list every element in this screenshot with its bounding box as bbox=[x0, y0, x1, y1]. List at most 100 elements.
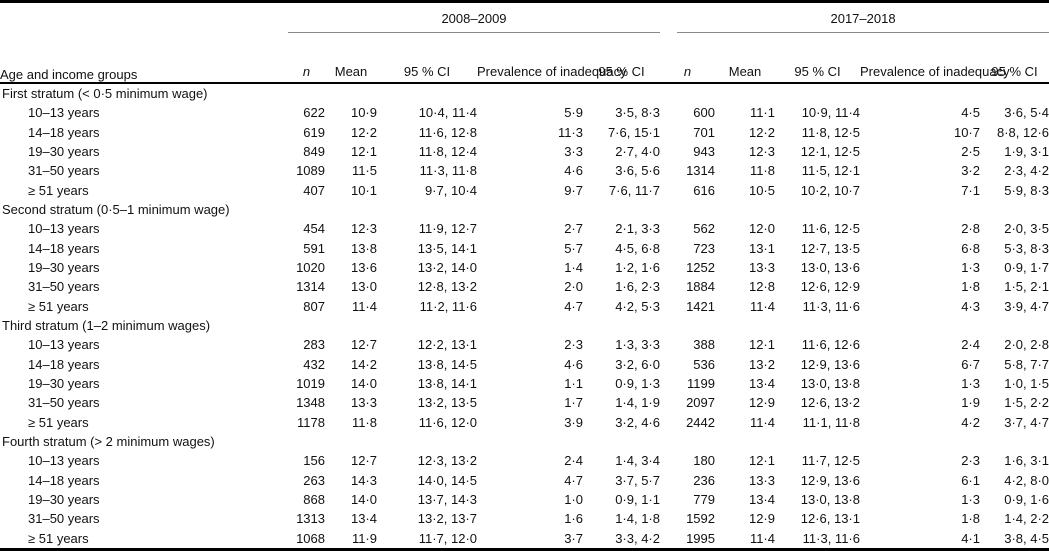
value-cell: 6·7 bbox=[961, 356, 980, 372]
value-cell: 3·3 bbox=[564, 143, 583, 159]
table-row: 31–50 years 1313 13·4 13·2, 13·7 1·6 1·4, 1·8… bbox=[0, 509, 1049, 528]
value-cell: 11·5, 12·1 bbox=[801, 163, 860, 179]
value-cell: 1995 bbox=[686, 530, 715, 546]
value-cell: 779 bbox=[693, 491, 715, 507]
age-group-label: ≥ 51 years bbox=[28, 298, 89, 314]
value-cell: 1068 bbox=[296, 530, 325, 546]
value-cell: 1·4, 1·9 bbox=[615, 395, 660, 411]
value-cell: 12·8, 13·2 bbox=[417, 279, 477, 295]
age-group-label: 14–18 years bbox=[28, 240, 100, 256]
col-header-ci-1: 95 % CI bbox=[377, 33, 477, 84]
table-row: 19–30 years 1019 14·0 13·8, 14·1 1·1 0·9, 1·3… bbox=[0, 374, 1049, 393]
value-cell: 616 bbox=[693, 182, 715, 198]
value-cell: 2·0 bbox=[564, 279, 583, 295]
age-group-label: 10–13 years bbox=[28, 337, 100, 353]
value-cell: 1252 bbox=[686, 259, 715, 275]
value-cell: 5·8, 7·7 bbox=[1004, 356, 1049, 372]
stratum-row: Second stratum (0·5–1 minimum wage) bbox=[0, 200, 1049, 219]
age-group-label: 19–30 years bbox=[28, 375, 100, 391]
age-group-label: 14–18 years bbox=[28, 472, 100, 488]
value-cell: 13·5, 14·1 bbox=[417, 240, 477, 256]
value-cell: 3·7, 4·7 bbox=[1004, 414, 1049, 430]
value-cell: 11·4 bbox=[351, 298, 377, 314]
stub-column-header: Age and income groups bbox=[0, 1, 288, 84]
table-row: 10–13 years 622 10·9 10·4, 11·4 5·9 3·5, 8·3 6… bbox=[0, 103, 1049, 122]
value-cell: 1314 bbox=[296, 279, 325, 295]
value-cell: 12·9 bbox=[748, 395, 775, 411]
value-cell: 1·3 bbox=[961, 259, 980, 275]
table-row: 31–50 years 1348 13·3 13·2, 13·5 1·7 1·4, 1·9… bbox=[0, 393, 1049, 412]
period-2-label: 2017–2018 bbox=[677, 11, 1049, 33]
value-cell: 2·0, 2·8 bbox=[1004, 337, 1049, 353]
value-cell: 11·6, 12·6 bbox=[801, 337, 860, 353]
value-cell: 1·6, 2·3 bbox=[615, 279, 660, 295]
value-cell: 12·3 bbox=[748, 143, 775, 159]
value-cell: 12·3, 13·2 bbox=[417, 453, 477, 469]
value-cell: 3·7 bbox=[564, 530, 583, 546]
value-cell: 1·3 bbox=[961, 375, 980, 391]
age-group-label: 31–50 years bbox=[28, 279, 100, 295]
age-group-label: 31–50 years bbox=[28, 511, 100, 527]
value-cell: 2·4 bbox=[961, 337, 980, 353]
age-group-label: 19–30 years bbox=[28, 143, 100, 159]
value-cell: 263 bbox=[303, 472, 325, 488]
value-cell: 13·3 bbox=[748, 472, 775, 488]
table-row: ≥ 51 years 1068 11·9 11·7, 12·0 3·7 3·3, 4·2 1… bbox=[0, 529, 1049, 550]
value-cell: 1·8 bbox=[961, 279, 980, 295]
value-cell: 13·3 bbox=[748, 259, 775, 275]
value-cell: 1·7 bbox=[564, 395, 583, 411]
table-row: 31–50 years 1314 13·0 12·8, 13·2 2·0 1·6, 2·3… bbox=[0, 277, 1049, 296]
col-header-mean-1: Mean bbox=[325, 33, 377, 84]
value-cell: 4·5, 6·8 bbox=[615, 240, 660, 256]
value-cell: 12·1 bbox=[350, 143, 377, 159]
value-cell: 10·2, 10·7 bbox=[800, 182, 860, 198]
value-cell: 1313 bbox=[296, 511, 325, 527]
age-group-label: 31–50 years bbox=[28, 163, 100, 179]
value-cell: 14·0, 14·5 bbox=[417, 472, 477, 488]
col-header-prevalence-1: Prevalence of inadequacy bbox=[477, 33, 627, 84]
age-group-label: 19–30 years bbox=[28, 491, 100, 507]
value-cell: 11·6, 12·8 bbox=[418, 124, 477, 140]
value-cell: 10·5 bbox=[748, 182, 775, 198]
value-cell: 2·0, 3·5 bbox=[1004, 221, 1049, 237]
value-cell: 12·7, 13·5 bbox=[800, 240, 860, 256]
value-cell: 11·8 bbox=[351, 414, 377, 430]
value-cell: 13·8, 14·5 bbox=[417, 356, 477, 372]
value-cell: 1·8 bbox=[961, 511, 980, 527]
table-body: First stratum (< 0·5 minimum wage) 10–13 … bbox=[0, 83, 1049, 549]
value-cell: 12·9, 13·6 bbox=[800, 356, 860, 372]
value-cell: 4·7 bbox=[564, 472, 583, 488]
value-cell: 1019 bbox=[296, 375, 325, 391]
value-cell: 1348 bbox=[296, 395, 325, 411]
value-cell: 12·6, 12·9 bbox=[800, 279, 860, 295]
value-cell: 7·6, 11·7 bbox=[608, 182, 660, 198]
period-1-header-cell: 2008–2009 bbox=[288, 2, 660, 33]
value-cell: 12·2 bbox=[748, 124, 775, 140]
value-cell: 3·3, 4·2 bbox=[615, 530, 660, 546]
value-cell: 5·9 bbox=[564, 105, 583, 121]
value-cell: 7·6, 15·1 bbox=[607, 124, 660, 140]
value-cell: 3·9 bbox=[564, 414, 583, 430]
stratum-row: Fourth stratum (> 2 minimum wages) bbox=[0, 432, 1049, 451]
col-header-ci-2: 95 % CI bbox=[583, 33, 660, 84]
age-group-label: 10–13 years bbox=[28, 453, 100, 469]
value-cell: 1·4, 2·2 bbox=[1004, 511, 1049, 527]
value-cell: 13·3 bbox=[350, 395, 377, 411]
value-cell: 12·8 bbox=[748, 279, 775, 295]
stratum-label: Second stratum (0·5–1 minimum wage) bbox=[2, 201, 230, 217]
value-cell: 432 bbox=[303, 356, 325, 372]
value-cell: 4·5 bbox=[961, 105, 980, 121]
table-row: 14–18 years 591 13·8 13·5, 14·1 5·7 4·5, 6·8 7… bbox=[0, 239, 1049, 258]
value-cell: 10·9 bbox=[350, 105, 377, 121]
stratum-label: First stratum (< 0·5 minimum wage) bbox=[2, 86, 208, 101]
value-cell: 562 bbox=[693, 221, 715, 237]
value-cell: 1·6, 3·1 bbox=[1004, 453, 1049, 469]
value-cell: 14·0 bbox=[350, 375, 377, 391]
value-cell: 849 bbox=[303, 143, 325, 159]
value-cell: 943 bbox=[693, 143, 715, 159]
value-cell: 2·7, 4·0 bbox=[615, 143, 660, 159]
value-cell: 10·4, 11·4 bbox=[418, 105, 477, 121]
value-cell: 11·9, 12·7 bbox=[418, 221, 477, 237]
